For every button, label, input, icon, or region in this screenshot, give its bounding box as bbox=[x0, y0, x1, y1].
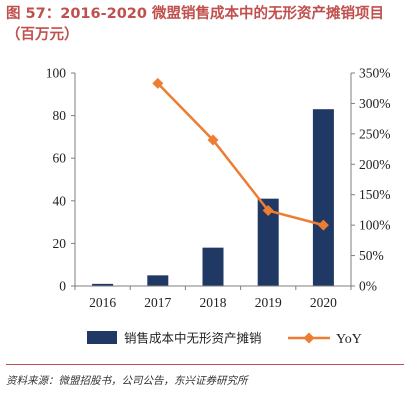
axes-layer: 0 20 40 60 80 100 0% 50% 100% 150% 200% 250% 300% 350… bbox=[46, 66, 391, 311]
y-right-tick-label: 150% bbox=[359, 187, 391, 202]
y-left-tick-label: 0 bbox=[59, 279, 66, 294]
x-tick-label: 2018 bbox=[200, 295, 227, 310]
legend-line-marker bbox=[303, 332, 315, 344]
divider bbox=[6, 364, 404, 365]
yoy-point-2020 bbox=[317, 219, 329, 231]
y-right-tick-label: 0% bbox=[359, 279, 377, 294]
bar-2016 bbox=[92, 283, 114, 286]
x-tick-label: 2016 bbox=[89, 295, 116, 310]
y-left-tick-label: 20 bbox=[53, 236, 67, 251]
x-tick-label: 2017 bbox=[144, 295, 171, 310]
y-left-tick-label: 100 bbox=[46, 66, 67, 81]
line-layer bbox=[152, 77, 329, 231]
bar-2020 bbox=[312, 109, 334, 287]
y-right-tick-label: 100% bbox=[359, 218, 391, 233]
bar-2018 bbox=[202, 247, 224, 286]
yoy-line bbox=[156, 82, 324, 227]
legend-line-label: YoY bbox=[336, 332, 362, 347]
figure-title: 图 57：2016-2020 微盟销售成本中的无形资产摊销项目（百万元） bbox=[6, 6, 385, 43]
y-right-tick-label: 200% bbox=[359, 157, 391, 172]
y-left-tick-label: 80 bbox=[53, 108, 67, 123]
source-note: 资料来源：微盟招股书，公司公告，东兴证券研究所 bbox=[6, 375, 248, 387]
x-tick-label: 2020 bbox=[310, 295, 337, 310]
yoy-point-2019 bbox=[262, 205, 274, 217]
y-left-tick-label: 40 bbox=[53, 193, 67, 208]
yoy-point-2017 bbox=[152, 77, 164, 89]
bar-2017 bbox=[147, 275, 169, 286]
legend-bar-swatch bbox=[87, 331, 117, 344]
bar-2019 bbox=[257, 198, 279, 286]
y-left-tick-label: 60 bbox=[53, 151, 67, 166]
y-right-tick-label: 50% bbox=[359, 248, 384, 263]
x-tick-label: 2019 bbox=[255, 295, 282, 310]
y-right-tick-label: 350% bbox=[359, 66, 391, 81]
legend-bar-label: 销售成本中无形资产摊销 bbox=[124, 331, 262, 346]
yoy-point-2018 bbox=[207, 134, 219, 146]
y-right-tick-label: 300% bbox=[359, 96, 391, 111]
legend: 销售成本中无形资产摊销 YoY bbox=[87, 331, 362, 347]
y-right-tick-label: 250% bbox=[359, 126, 391, 141]
bars-layer bbox=[92, 109, 334, 287]
